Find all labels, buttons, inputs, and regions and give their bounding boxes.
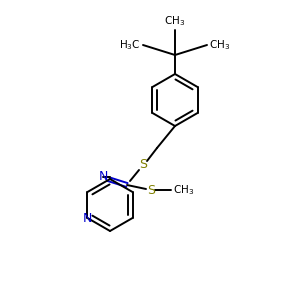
Text: CH$_3$: CH$_3$ — [164, 14, 186, 28]
Text: S: S — [147, 184, 155, 196]
Text: N: N — [98, 170, 108, 184]
Text: N: N — [83, 212, 92, 224]
Text: S: S — [139, 158, 147, 172]
Text: CH$_3$: CH$_3$ — [173, 183, 194, 197]
Text: H$_3$C: H$_3$C — [119, 38, 141, 52]
Text: CH$_3$: CH$_3$ — [209, 38, 230, 52]
